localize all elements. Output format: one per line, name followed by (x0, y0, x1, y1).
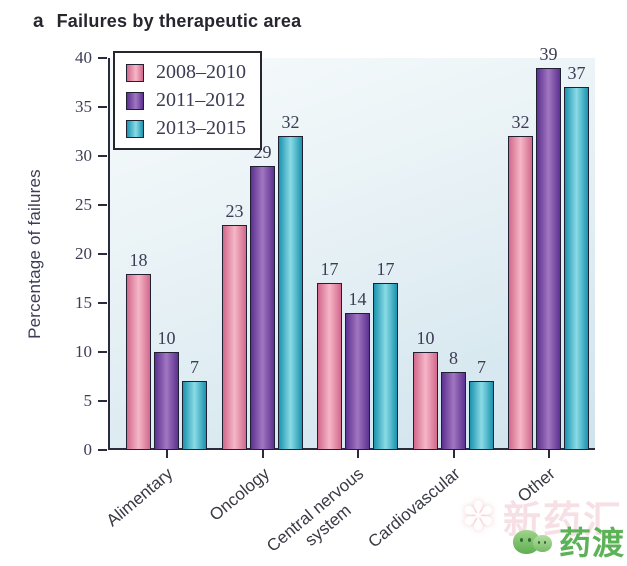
y-tick-mark (98, 351, 107, 353)
bar (345, 313, 370, 450)
legend-label: 2008–2010 (156, 61, 246, 83)
y-tick-mark (98, 57, 107, 59)
legend-row: 2008–2010 (126, 60, 246, 85)
bar-value-label: 7 (477, 357, 486, 377)
x-category-label: Oncology (205, 464, 273, 525)
bar-value-label: 32 (511, 112, 530, 132)
bar (250, 166, 275, 450)
x-tick-mark (356, 450, 359, 458)
y-tick-label: 30 (75, 146, 92, 165)
bar-value-label: 14 (348, 289, 367, 309)
wechat-bubbles-icon (512, 522, 555, 560)
bar-value-label: 8 (449, 348, 458, 368)
y-tick-label: 35 (75, 97, 92, 116)
chart-title: Failures by therapeutic area (56, 11, 302, 31)
x-tick-mark (547, 450, 550, 458)
x-category-label: Cardiovascular (364, 464, 464, 552)
bar (469, 381, 494, 450)
x-tick-mark (261, 450, 264, 458)
bar (536, 68, 561, 450)
y-tick-label: 0 (83, 440, 93, 459)
bar-value-label: 10 (157, 328, 176, 348)
bar-value-label: 17 (376, 259, 395, 279)
y-tick-mark (98, 253, 107, 255)
x-tick-mark (165, 450, 168, 458)
chart-title-row: a Failures by therapeutic area (33, 11, 301, 33)
watermark-green-text: 药渡 (558, 525, 625, 561)
x-category-label: Other (513, 464, 559, 506)
y-tick-mark (98, 106, 107, 108)
y-tick-label: 10 (75, 342, 92, 361)
y-tick-label: 25 (75, 195, 92, 214)
legend-swatch (126, 63, 144, 82)
y-tick-mark (98, 449, 107, 451)
chat-bubble-icon (532, 535, 552, 552)
legend-row: 2011–2012 (126, 88, 246, 113)
legend: 2008–2010 2011–2012 2013–2015 (113, 51, 262, 150)
bar-value-label: 18 (129, 250, 148, 270)
y-tick-label: 5 (83, 391, 93, 410)
bar (564, 87, 589, 450)
bar-value-label: 10 (416, 328, 435, 348)
bar-value-label: 17 (320, 259, 339, 279)
legend-swatch (126, 91, 144, 110)
bar-value-label: 23 (225, 201, 244, 221)
bar (373, 283, 398, 450)
legend-label: 2013–2015 (156, 117, 246, 139)
y-tick-mark (98, 155, 107, 157)
y-tick-mark (98, 302, 107, 304)
bar-value-label: 37 (567, 63, 586, 83)
bar (126, 274, 151, 450)
bar (508, 136, 533, 450)
bar-value-label: 39 (539, 44, 558, 64)
watermark-green-logo: 药渡 (512, 518, 625, 564)
bar (317, 283, 342, 450)
bar-value-label: 7 (190, 357, 199, 377)
legend-row: 2013–2015 (126, 116, 246, 141)
y-tick-label: 20 (75, 244, 92, 263)
bar (441, 372, 466, 450)
bar (222, 225, 247, 450)
clover-watermark-icon: ✽ (461, 495, 495, 539)
bar (182, 381, 207, 450)
legend-swatch (126, 119, 144, 138)
bar (154, 352, 179, 450)
x-category-label: Central nervous system (263, 464, 368, 556)
y-tick-mark (98, 204, 107, 206)
bar (413, 352, 438, 450)
y-tick-mark (98, 400, 107, 402)
bar-value-label: 32 (281, 112, 300, 132)
y-tick-label: 15 (75, 293, 92, 312)
x-category-label: Alimentary (102, 464, 177, 531)
panel-letter: a (33, 11, 44, 32)
y-axis-title: Percentage of failures (25, 169, 44, 339)
y-tick-label: 40 (75, 48, 92, 67)
bar (278, 136, 303, 450)
chat-bubble-icon (512, 530, 540, 554)
x-tick-mark (452, 450, 455, 458)
legend-label: 2011–2012 (156, 89, 246, 111)
